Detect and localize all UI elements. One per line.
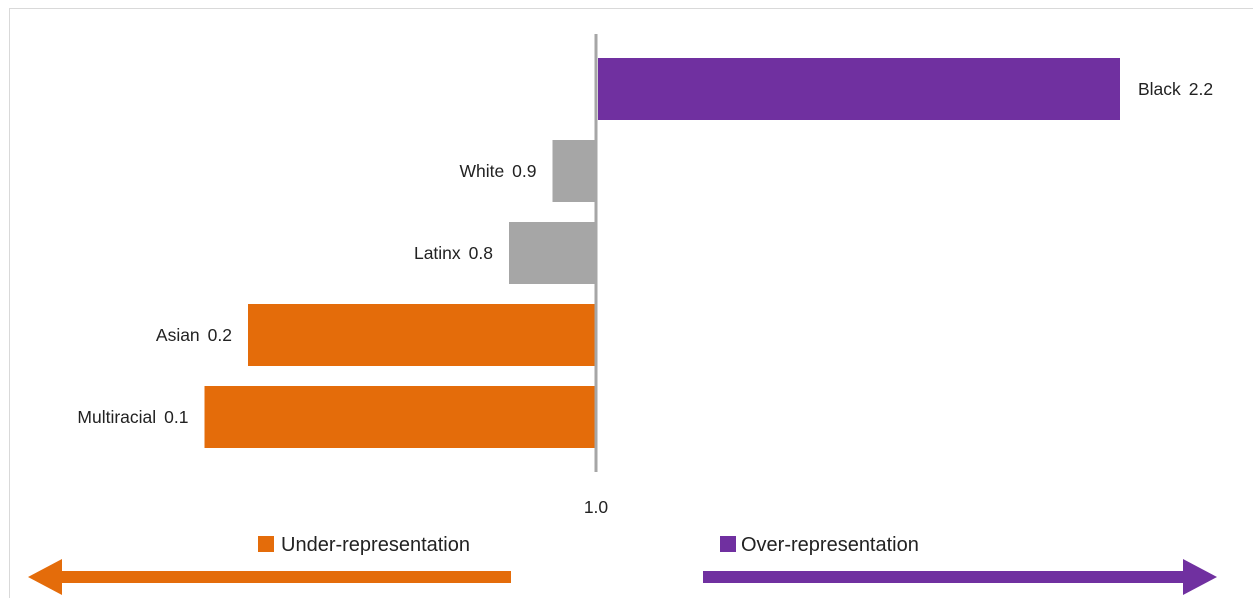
category-label: White	[459, 161, 504, 181]
bar-latinx	[509, 222, 596, 284]
chart-frame	[9, 8, 1253, 598]
direction-arrows	[28, 559, 1217, 595]
bar-labels-group: Black 2.2 White 0.9 Latinx 0.8 Asian 0.2 Multira…	[77, 79, 1213, 427]
legend-label-over: Over-representation	[741, 534, 919, 556]
bar-label-black: Black 2.2	[1138, 79, 1213, 99]
legend-swatch-under	[258, 536, 274, 552]
value-label: 0.9	[512, 161, 536, 181]
baseline-label: 1.0	[584, 497, 609, 517]
value-label: 0.8	[469, 243, 493, 263]
bar-multiracial	[204, 386, 596, 448]
over-arrow-shaft	[703, 571, 1187, 583]
legend-swatch-over	[720, 536, 736, 552]
value-label: 0.1	[164, 407, 188, 427]
category-label: Multiracial	[77, 407, 156, 427]
category-label: Latinx	[414, 243, 461, 263]
bar-label-latinx: Latinx 0.8	[414, 243, 493, 263]
legend-label-under: Under-representation	[281, 534, 470, 556]
category-label: Asian	[156, 325, 200, 345]
bar-label-multiracial: Multiracial 0.1	[77, 407, 188, 427]
over-arrow-head	[1183, 559, 1217, 595]
legend: Under-representation Over-representation	[258, 534, 919, 556]
bars-group	[204, 58, 1120, 448]
bar-asian	[248, 304, 596, 366]
category-label: Black	[1138, 79, 1181, 99]
bar-label-asian: Asian 0.2	[156, 325, 232, 345]
value-label: 2.2	[1189, 79, 1213, 99]
bar-black	[598, 58, 1120, 120]
bar-label-white: White 0.9	[459, 161, 536, 181]
bar-white	[552, 140, 596, 202]
under-arrow-head	[28, 559, 62, 595]
value-label: 0.2	[208, 325, 232, 345]
under-arrow-shaft	[58, 571, 511, 583]
